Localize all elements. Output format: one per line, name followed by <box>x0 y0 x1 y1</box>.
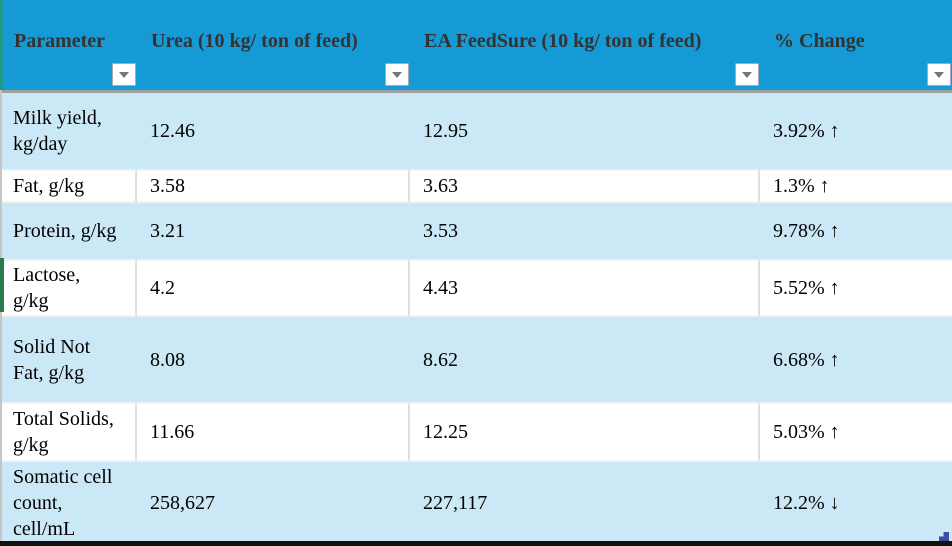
table-bottom-border <box>0 541 952 546</box>
column-header-urea: Urea (10 kg/ ton of feed) <box>137 0 410 93</box>
chevron-down-icon <box>742 71 752 78</box>
table-row: Protein, g/kg 3.21 3.53 9.78% ↑ <box>0 203 952 261</box>
column-header-parameter: Parameter <box>0 0 137 93</box>
cell-parameter[interactable]: Lactose, g/kg <box>0 261 137 317</box>
column-header-label: Urea (10 kg/ ton of feed) <box>151 30 358 52</box>
cell-change[interactable]: 5.03% ↑ <box>760 404 952 462</box>
filter-dropdown-button[interactable] <box>927 63 951 86</box>
cell-feedsure[interactable]: 8.62 <box>410 317 760 404</box>
table-row: Milk yield, kg/day 12.46 12.95 3.92% ↑ <box>0 93 952 171</box>
cell-parameter[interactable]: Somatic cell count, cell/mL <box>0 462 137 546</box>
cell-urea[interactable]: 258,627 <box>137 462 410 546</box>
column-header-label: EA FeedSure (10 kg/ ton of feed) <box>424 30 702 52</box>
selection-corner-marker <box>939 532 949 541</box>
cell-change[interactable]: 3.92% ↑ <box>760 93 952 171</box>
cell-change[interactable]: 5.52% ↑ <box>760 261 952 317</box>
cell-urea[interactable]: 8.08 <box>137 317 410 404</box>
cell-urea[interactable]: 11.66 <box>137 404 410 462</box>
cell-change[interactable]: 6.68% ↑ <box>760 317 952 404</box>
chevron-down-icon <box>119 71 129 78</box>
table-row: Solid Not Fat, g/kg 8.08 8.62 6.68% ↑ <box>0 317 952 404</box>
column-header-change: % Change <box>760 0 952 93</box>
cell-feedsure[interactable]: 4.43 <box>410 261 760 317</box>
filter-dropdown-button[interactable] <box>735 63 759 86</box>
filter-dropdown-button[interactable] <box>112 63 136 86</box>
chevron-down-icon <box>392 71 402 78</box>
table-row: Lactose, g/kg 4.2 4.43 5.52% ↑ <box>0 261 952 317</box>
cell-urea[interactable]: 3.58 <box>137 171 410 203</box>
sheet-edge-teal-strip <box>0 0 3 90</box>
table-body: Milk yield, kg/day 12.46 12.95 3.92% ↑ Fat, … <box>0 93 952 546</box>
cell-change[interactable]: 12.2% ↓ <box>760 462 952 546</box>
cell-parameter[interactable]: Milk yield, kg/day <box>0 93 137 171</box>
cell-change[interactable]: 9.78% ↑ <box>760 203 952 261</box>
sheet-edge-green-strip <box>0 258 4 312</box>
cell-urea[interactable]: 3.21 <box>137 203 410 261</box>
cell-urea[interactable]: 4.2 <box>137 261 410 317</box>
column-header-label: % Change <box>774 30 865 52</box>
cell-change[interactable]: 1.3% ↑ <box>760 171 952 203</box>
cell-parameter[interactable]: Solid Not Fat, g/kg <box>0 317 137 404</box>
column-header-label: Parameter <box>14 30 106 52</box>
table-row: Fat, g/kg 3.58 3.63 1.3% ↑ <box>0 171 952 203</box>
cell-feedsure[interactable]: 12.95 <box>410 93 760 171</box>
chevron-down-icon <box>934 71 944 78</box>
cell-parameter[interactable]: Fat, g/kg <box>0 171 137 203</box>
table-row: Somatic cell count, cell/mL 258,627 227,11… <box>0 462 952 546</box>
cell-parameter[interactable]: Protein, g/kg <box>0 203 137 261</box>
column-header-feedsure: EA FeedSure (10 kg/ ton of feed) <box>410 0 760 93</box>
table-header-row: Parameter Urea (10 kg/ ton of feed) EA Fee… <box>0 0 952 93</box>
cell-urea[interactable]: 12.46 <box>137 93 410 171</box>
table-row: Total Solids, g/kg 11.66 12.25 5.03% ↑ <box>0 404 952 462</box>
cell-parameter[interactable]: Total Solids, g/kg <box>0 404 137 462</box>
cell-feedsure[interactable]: 227,117 <box>410 462 760 546</box>
cell-feedsure[interactable]: 3.63 <box>410 171 760 203</box>
filter-dropdown-button[interactable] <box>385 63 409 86</box>
cell-feedsure[interactable]: 12.25 <box>410 404 760 462</box>
cell-feedsure[interactable]: 3.53 <box>410 203 760 261</box>
